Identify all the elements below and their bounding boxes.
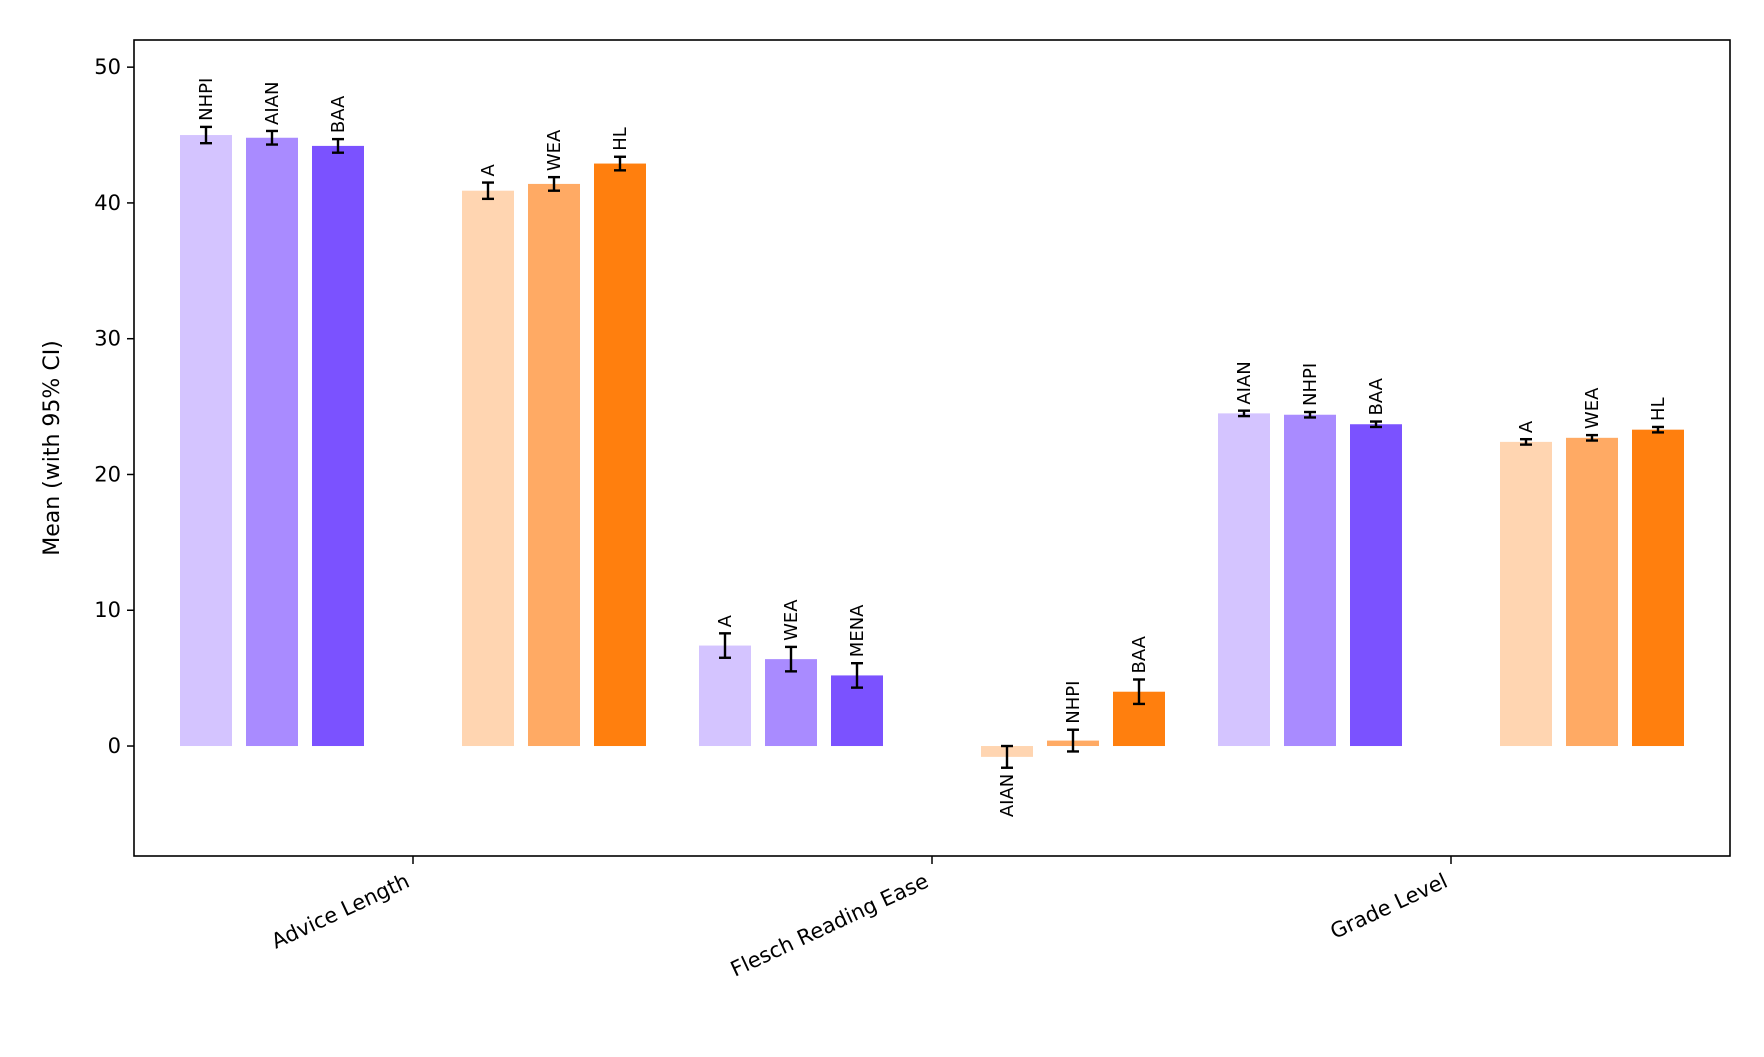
bar (528, 183, 580, 747)
bar (1350, 424, 1402, 747)
bar-label: BAA (1129, 635, 1150, 673)
error-bar (200, 125, 212, 145)
bar (1284, 414, 1336, 747)
bar (594, 163, 646, 747)
y-tick-label: 30 (94, 327, 121, 351)
error-bar (1304, 410, 1316, 419)
bar-label: A (478, 164, 499, 177)
error-bar (332, 137, 344, 154)
error-bar (785, 645, 797, 673)
bar-label: WEA (544, 129, 565, 171)
bar-label: WEA (781, 599, 802, 641)
x-tick-label: Flesch Reading Ease (727, 869, 932, 982)
bar-label: AIAN (1234, 361, 1255, 404)
error-bar (1133, 678, 1145, 706)
bar-label: MENA (847, 604, 868, 657)
bar (1566, 437, 1618, 747)
error-bar (1067, 728, 1079, 753)
error-bar (1652, 425, 1664, 434)
errorbars-layer (200, 125, 1664, 769)
bar (1500, 441, 1552, 747)
error-bar (614, 155, 626, 172)
bar-label: BAA (328, 95, 349, 133)
plot-frame (133, 39, 1731, 857)
y-axis-label: Mean (with 95% CI) (40, 340, 65, 556)
error-bar (1238, 409, 1250, 418)
bar (180, 135, 232, 747)
bar (765, 659, 817, 747)
y-tick-label: 0 (108, 734, 121, 758)
bar-label: A (1516, 420, 1537, 433)
y-tick-label: 20 (94, 462, 121, 486)
bar-label: WEA (1582, 387, 1603, 429)
error-bar (719, 632, 731, 659)
error-bar (1370, 420, 1382, 429)
bars-layer (180, 135, 1684, 757)
bar-label: NHPI (1063, 681, 1084, 724)
bar-label: A (715, 614, 736, 627)
error-bar (851, 662, 863, 689)
bar (312, 145, 364, 747)
bar-label: NHPI (1300, 363, 1321, 406)
bar (1632, 429, 1684, 747)
error-bar (482, 181, 494, 201)
x-tick-label: Grade Level (1327, 869, 1451, 944)
error-bar (1586, 433, 1598, 442)
error-bar (1001, 744, 1013, 769)
bar-label: AIAN (262, 82, 283, 125)
y-axis: 0 10 20 30 40 50 (94, 55, 134, 758)
bar (699, 645, 751, 747)
x-axis: Advice Length Flesch Reading Ease Grade Le… (268, 856, 1452, 982)
bar-label: AIAN (997, 774, 1018, 817)
x-tick-label: Advice Length (268, 869, 413, 954)
error-bar (1520, 437, 1532, 446)
bar (1218, 413, 1270, 747)
y-tick-label: 40 (94, 191, 121, 215)
bar-label: HL (1648, 397, 1669, 421)
bar-label: BAA (1366, 377, 1387, 415)
y-tick-label: 10 (94, 598, 121, 622)
bar-label: HL (610, 127, 631, 151)
bar (462, 190, 514, 747)
error-bar (266, 129, 278, 146)
bar-label: NHPI (196, 78, 217, 121)
bar (246, 137, 298, 747)
error-bar (548, 175, 560, 192)
bar-labels-layer: NHPI AIAN BAA A WEA HL A WEA MENA AIAN NHPI BAA AIAN… (196, 78, 1669, 817)
y-tick-label: 50 (94, 55, 121, 79)
